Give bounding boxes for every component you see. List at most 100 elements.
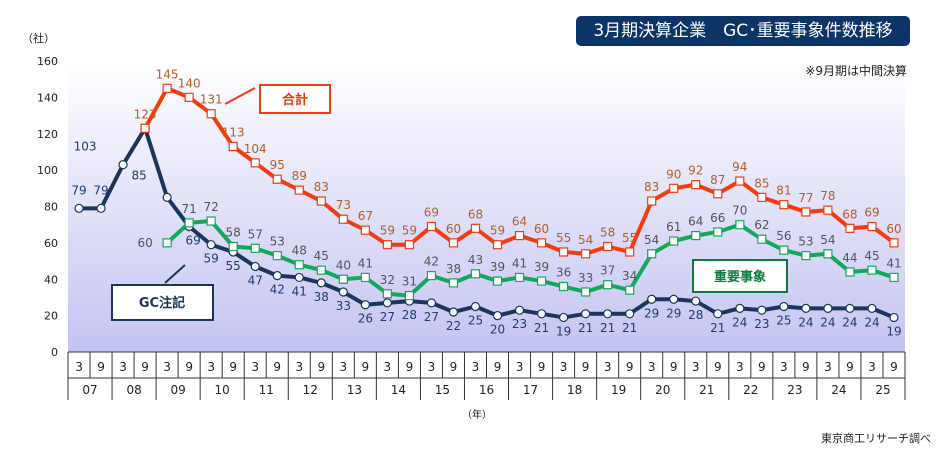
- data-label: 47: [248, 274, 263, 288]
- key-point: [625, 285, 635, 295]
- x-tick-month: 3: [75, 360, 83, 374]
- total-point: [735, 176, 745, 186]
- data-label: 22: [446, 319, 461, 333]
- gc-point: [735, 303, 745, 313]
- key-point: [206, 216, 216, 226]
- x-tick-month: 3: [780, 360, 788, 374]
- gc-point: [162, 192, 172, 203]
- data-label: 94: [732, 160, 747, 174]
- data-label: 24: [864, 315, 879, 329]
- y-axis-label: （社）: [22, 31, 55, 45]
- data-label: 45: [864, 249, 879, 263]
- data-label: 69: [186, 234, 201, 248]
- gc-point: [514, 305, 525, 315]
- data-label: 42: [270, 283, 285, 297]
- data-label: 54: [644, 233, 659, 247]
- y-tick-label: 40: [44, 273, 58, 286]
- x-tick-month: 9: [494, 360, 502, 374]
- key-point: [735, 220, 745, 230]
- total-point: [867, 221, 877, 232]
- key-point: [470, 269, 481, 279]
- data-label: 41: [358, 256, 373, 270]
- gc-point: [603, 309, 613, 319]
- data-label: 45: [314, 249, 329, 263]
- x-tick-month: 9: [626, 360, 634, 374]
- data-label: 28: [688, 308, 703, 322]
- total-point: [360, 225, 370, 235]
- data-label: 62: [754, 218, 769, 232]
- key-point: [845, 267, 855, 277]
- data-label: 59: [490, 224, 505, 238]
- data-label: 79: [93, 183, 108, 197]
- data-label: 61: [666, 220, 681, 234]
- data-label: 60: [446, 222, 461, 236]
- data-label: 55: [622, 231, 637, 245]
- total-point: [404, 240, 415, 250]
- data-label: 44: [842, 251, 857, 265]
- x-tick-year: 11: [259, 383, 274, 397]
- key-point: [536, 276, 547, 286]
- gc-point: [316, 278, 326, 288]
- data-label: 56: [776, 229, 791, 243]
- data-label: 21: [600, 321, 615, 335]
- gc-point: [889, 312, 899, 323]
- x-tick-year: 14: [391, 383, 406, 397]
- data-label: 23: [754, 317, 769, 331]
- data-label: 83: [644, 180, 659, 194]
- x-tick-month: 9: [802, 360, 810, 374]
- total-point: [206, 109, 216, 119]
- total-callout-line: [224, 87, 256, 105]
- gc-point: [492, 311, 503, 321]
- key-point: [184, 218, 194, 228]
- key-point: [228, 241, 238, 252]
- data-label: 131: [200, 93, 223, 107]
- gc-point: [581, 309, 591, 319]
- data-label: 24: [798, 315, 813, 329]
- data-label: 36: [556, 266, 571, 280]
- x-tick-month: 9: [582, 360, 590, 374]
- data-label: 24: [732, 315, 747, 329]
- x-tick-year: 08: [126, 383, 141, 397]
- data-label: 34: [622, 269, 637, 283]
- data-label: 32: [380, 273, 395, 287]
- total-point: [162, 83, 172, 93]
- total-point: [250, 158, 260, 168]
- data-label: 41: [512, 256, 527, 270]
- data-label: 95: [270, 158, 285, 172]
- key-point: [581, 287, 591, 297]
- total-point: [691, 180, 701, 190]
- total-point: [779, 200, 789, 210]
- data-label: 25: [468, 314, 483, 328]
- x-tick-month: 3: [824, 360, 832, 374]
- data-label: 79: [71, 183, 86, 197]
- x-tick-month: 3: [340, 360, 348, 374]
- key-point: [603, 280, 613, 290]
- data-label: 70: [732, 204, 747, 218]
- x-tick-year: 12: [303, 383, 318, 397]
- x-tick-month: 3: [428, 360, 436, 374]
- total-point: [470, 223, 481, 233]
- data-label: 113: [222, 125, 245, 139]
- total-point: [316, 196, 326, 206]
- gc-point: [118, 160, 128, 170]
- chart-title: 3月期決算企業 GC･重要事象件数推移: [576, 16, 910, 46]
- x-tick-year: 13: [347, 383, 362, 397]
- data-label: 19: [886, 324, 901, 338]
- x-tick-month: 9: [362, 360, 370, 374]
- data-label: 43: [468, 253, 483, 267]
- key-point: [713, 227, 723, 237]
- gc-point: [625, 309, 635, 319]
- gc-point: [558, 312, 569, 323]
- data-label: 26: [358, 312, 373, 326]
- gc-point: [823, 303, 833, 313]
- data-label: 59: [402, 224, 417, 238]
- x-tick-month: 3: [560, 360, 568, 374]
- x-tick-month: 9: [890, 360, 898, 374]
- data-label: 66: [710, 211, 725, 225]
- y-tick-label: 120: [37, 128, 58, 141]
- gc-point: [801, 303, 811, 313]
- data-label: 40: [336, 258, 351, 272]
- total-point: [272, 174, 282, 184]
- key-point: [404, 291, 415, 301]
- gc-point: [426, 298, 437, 308]
